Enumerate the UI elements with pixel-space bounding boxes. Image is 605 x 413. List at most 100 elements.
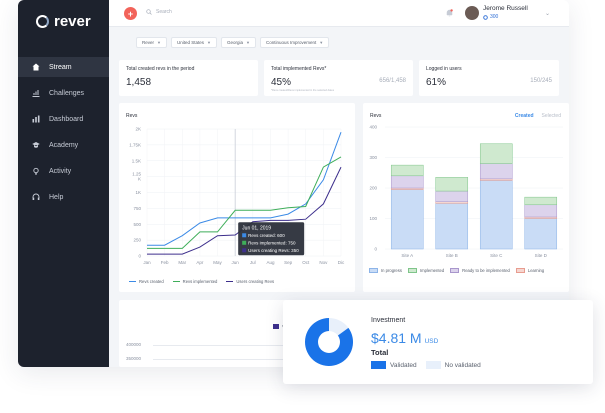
user-name[interactable]: Jerome Russell bbox=[483, 5, 528, 12]
avatar[interactable] bbox=[465, 6, 479, 20]
x-tick-label: Feb bbox=[161, 260, 169, 265]
revs-line-chart-card: Revs 0 250 500 750 1K 1.25 K 1.5K 1.75K 2K Jan Feb M… bbox=[119, 103, 355, 292]
chevron-down-icon[interactable]: ⌄ bbox=[545, 11, 551, 17]
stat-card-logged-in: Logged in users 61% 150/245 bbox=[419, 60, 559, 96]
x-tick-label: Oct bbox=[302, 260, 310, 265]
y-tick-label: 350000 bbox=[126, 356, 142, 361]
stat-card-created: Total created revs in the period 1,458 bbox=[119, 60, 258, 96]
brand-name: rever bbox=[54, 12, 91, 30]
x-tick-label: Site D bbox=[535, 253, 548, 258]
revs-line-chart[interactable]: 0 250 500 750 1K 1.25K 1.5K 1.75K 2K Jan Feb Mar Apr… bbox=[119, 117, 355, 287]
filter-company[interactable]: Rever ▼ bbox=[136, 37, 167, 48]
add-button[interactable]: + bbox=[124, 7, 137, 20]
sidebar-item-activity[interactable]: Activity bbox=[18, 161, 109, 181]
legend-item-users[interactable]: Users creating Revs bbox=[226, 279, 274, 284]
stat-footnote: *Revs created/Revs implemented in the se… bbox=[271, 89, 335, 92]
filter-label: Continuous Improvement bbox=[265, 40, 317, 45]
tooltip-line: Revs created: 600 bbox=[248, 233, 285, 238]
investment-legend: Validated No validated bbox=[371, 361, 481, 369]
chart-up-icon bbox=[32, 89, 40, 97]
bar-segment[interactable] bbox=[390, 189, 424, 250]
series-line[interactable] bbox=[147, 156, 342, 249]
x-tick-label: Mar bbox=[178, 260, 186, 265]
home-icon bbox=[32, 63, 40, 71]
bar-segment[interactable] bbox=[479, 143, 513, 164]
x-tick-label: May bbox=[213, 260, 222, 265]
x-tick-label: Nov bbox=[319, 260, 328, 265]
investment-amount-value: $4.81 M bbox=[371, 330, 422, 346]
tooltip-swatch bbox=[242, 233, 247, 238]
chart-tabs: Created Selected bbox=[515, 113, 561, 119]
tooltip-line: Users creating Revs: 350 bbox=[248, 248, 299, 253]
search-input[interactable]: Search bbox=[156, 9, 172, 15]
legend-item-implemented[interactable]: Revs implemented bbox=[172, 279, 217, 284]
legend-swatch bbox=[450, 268, 460, 273]
bar-segment[interactable] bbox=[390, 164, 424, 177]
sidebar-item-stream[interactable]: Stream bbox=[18, 57, 109, 77]
sidebar-item-challenges[interactable]: Challenges bbox=[18, 83, 109, 103]
legend-item-implemented[interactable]: Implemented bbox=[407, 268, 444, 273]
y-tick-label: 400 bbox=[369, 125, 377, 130]
chart-title: Revs bbox=[370, 113, 382, 119]
search-box[interactable]: Search bbox=[146, 9, 172, 15]
bar-segment[interactable] bbox=[435, 203, 469, 250]
chart-title: Revs bbox=[126, 113, 138, 119]
bar-chart-legend: In progress Implemented Ready to be impl… bbox=[369, 268, 564, 273]
topbar: + Search Jerome Russell 300 ⌄ bbox=[109, 0, 569, 27]
legend-item-no-validated[interactable]: No validated bbox=[425, 361, 481, 369]
filter-region[interactable]: Georgia ▼ bbox=[220, 37, 256, 48]
x-tick-label: Site A bbox=[401, 253, 413, 258]
tab-created[interactable]: Created bbox=[514, 113, 534, 119]
tab-selected[interactable]: Selected bbox=[541, 113, 561, 119]
sidebar-item-label: Dashboard bbox=[49, 115, 84, 123]
filter-area[interactable]: Continuous Improvement ▼ bbox=[259, 37, 330, 48]
revs-bar-chart-card: Revs Created Selected 0 100 200 300 400 Site … bbox=[363, 103, 569, 292]
y-tick-label: 200 bbox=[369, 186, 377, 191]
search-icon bbox=[146, 9, 152, 15]
investment-donut-chart[interactable] bbox=[299, 312, 359, 372]
sidebar-item-label: Stream bbox=[49, 63, 72, 71]
sidebar-item-help[interactable]: Help bbox=[18, 187, 109, 207]
sidebar-item-dashboard[interactable]: Dashboard bbox=[18, 109, 109, 129]
chart-tooltip: Jun 01, 2019 Revs created: 600 Revs implem… bbox=[238, 222, 305, 256]
y-tick-label: 1.75K bbox=[129, 142, 141, 147]
legend-item-validated[interactable]: Validated bbox=[371, 361, 417, 369]
y-tick-label: K bbox=[138, 177, 141, 182]
legend-item-created[interactable]: Revs created bbox=[129, 279, 164, 284]
bar-segment[interactable] bbox=[479, 180, 513, 250]
legend-swatch bbox=[371, 361, 386, 369]
logo-mark-icon bbox=[36, 14, 49, 28]
bar-segment[interactable] bbox=[524, 204, 558, 218]
bar-segment[interactable] bbox=[524, 218, 558, 250]
y-tick-label: 0 bbox=[138, 254, 141, 259]
legend-swatch bbox=[515, 268, 525, 273]
sidebar-nav: Stream Challenges Dashboard Academy Acti… bbox=[18, 57, 109, 213]
filter-country[interactable]: United States ▼ bbox=[170, 37, 217, 48]
donut-hole bbox=[318, 331, 340, 353]
legend-item-ready[interactable]: Ready to be implemented bbox=[450, 268, 510, 273]
legend-label: Learning bbox=[527, 268, 545, 273]
tooltip-date: Jun 01, 2019 bbox=[242, 225, 271, 231]
bar-segment[interactable] bbox=[479, 163, 513, 180]
y-tick-label: 100 bbox=[369, 216, 377, 221]
investment-title: Investment bbox=[371, 317, 406, 324]
legend-item-learning[interactable]: Learning bbox=[515, 268, 545, 273]
tooltip-box bbox=[238, 222, 305, 256]
filter-label: United States bbox=[176, 40, 204, 45]
filter-label: Georgia bbox=[226, 40, 243, 45]
stat-label: Logged in users bbox=[426, 66, 462, 72]
y-tick-label: 1K bbox=[135, 190, 141, 195]
bar-segment[interactable] bbox=[435, 177, 469, 192]
bell-icon[interactable] bbox=[446, 9, 453, 17]
lightbulb-icon bbox=[32, 167, 40, 175]
legend-label: Revs created bbox=[139, 279, 164, 284]
bar-segment[interactable] bbox=[435, 190, 469, 202]
revs-bar-chart[interactable]: 0 100 200 300 400 Site A Site B Site C Site D bbox=[363, 121, 569, 271]
sidebar-item-academy[interactable]: Academy bbox=[18, 135, 109, 155]
bar-segment[interactable] bbox=[524, 196, 558, 206]
stat-value: 45% bbox=[271, 77, 292, 88]
bar-chart-icon bbox=[32, 115, 40, 123]
brand-logo[interactable]: rever bbox=[36, 12, 91, 30]
bar-segment[interactable] bbox=[390, 175, 424, 189]
legend-item-in-progress[interactable]: In progress bbox=[369, 268, 402, 273]
